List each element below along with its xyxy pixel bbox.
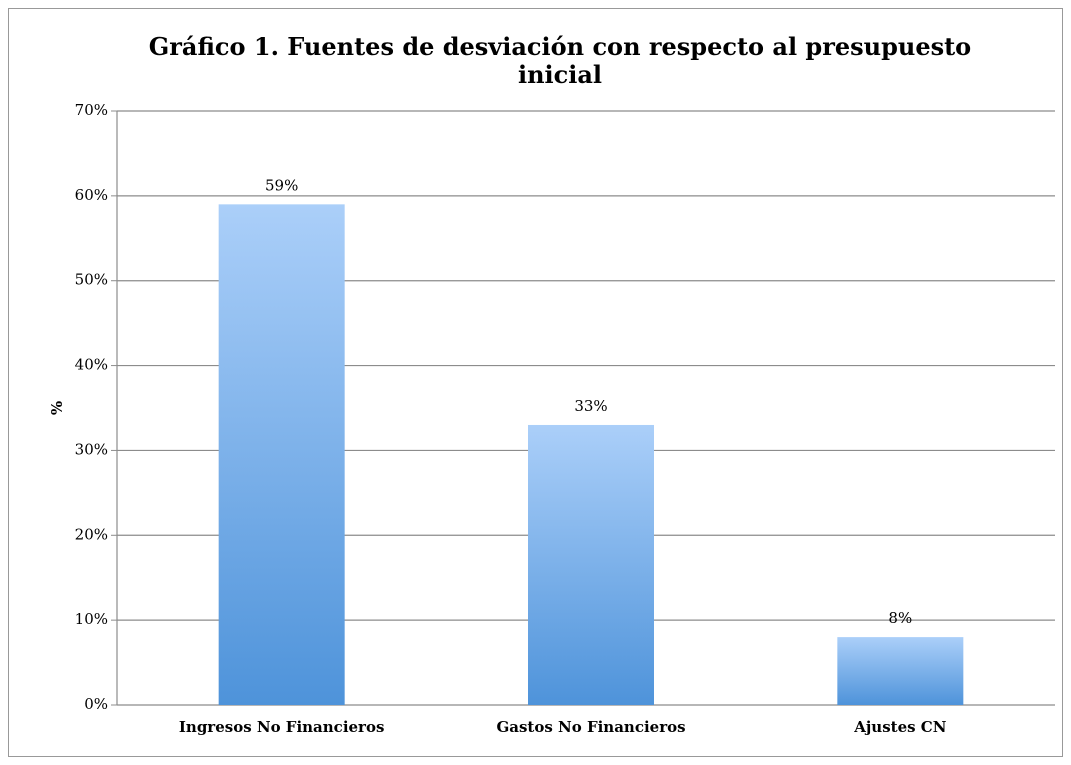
y-axis-label: % <box>48 401 66 415</box>
bar <box>218 204 345 706</box>
y-tick-label: 70% <box>75 101 108 119</box>
y-tick-label: 20% <box>75 525 108 543</box>
x-tick-label: Gastos No Financieros <box>496 718 685 736</box>
x-tick-label: Ajustes CN <box>853 718 946 736</box>
y-tick-label: 40% <box>75 356 108 374</box>
x-tick-label: Ingresos No Financieros <box>179 718 385 736</box>
y-tick-label: 30% <box>75 440 108 458</box>
y-tick-label: 10% <box>75 610 108 628</box>
data-label: 33% <box>574 397 607 415</box>
bar <box>837 637 964 705</box>
chart-title: Gráfico 1. Fuentes de desviación con res… <box>148 32 972 89</box>
y-tick-label: 0% <box>84 695 108 713</box>
data-label: 8% <box>888 609 912 627</box>
y-tick-label: 50% <box>75 271 108 289</box>
bar <box>528 424 654 705</box>
y-tick-label: 60% <box>75 186 108 204</box>
data-label: 59% <box>265 176 298 194</box>
